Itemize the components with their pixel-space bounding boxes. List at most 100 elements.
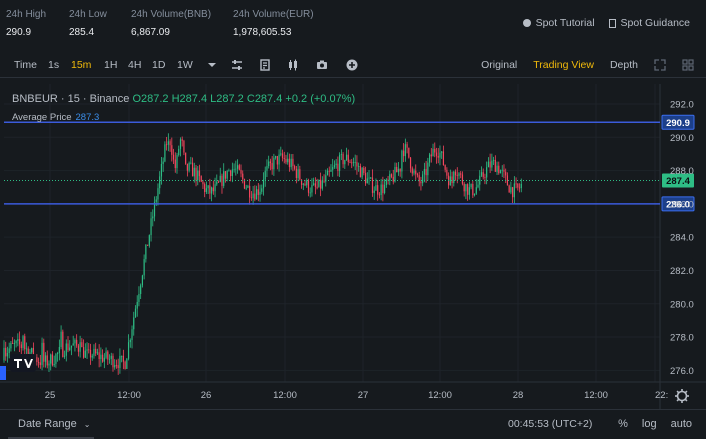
candlestick-chart[interactable]: 290.9 287.4 286.0 292.0 290.0 288.0 286.0 284.… bbox=[0, 84, 706, 409]
candle-body bbox=[36, 357, 38, 363]
price-chart[interactable]: 290.9 287.4 286.0 292.0 290.0 288.0 286.0 284.… bbox=[0, 84, 706, 409]
y-tick-label: 276.0 bbox=[670, 366, 694, 377]
candle-body bbox=[285, 158, 287, 163]
candle-body bbox=[60, 331, 62, 347]
interval-4h[interactable]: 4H bbox=[128, 59, 142, 71]
timezone-clock[interactable]: 00:45:53 (UTC+2) bbox=[508, 418, 593, 430]
settings-sliders-icon[interactable] bbox=[231, 59, 243, 71]
candle-body bbox=[138, 293, 140, 302]
candle-body bbox=[243, 179, 246, 189]
candle-body bbox=[209, 185, 211, 194]
candle-body bbox=[145, 244, 147, 260]
candle-body bbox=[316, 186, 318, 188]
candle-body bbox=[195, 167, 197, 181]
candle-body bbox=[420, 181, 422, 184]
price-tag-label: 287.4 bbox=[666, 176, 690, 187]
candle-body bbox=[496, 165, 498, 172]
candle-body bbox=[230, 170, 232, 177]
candle-body bbox=[124, 361, 126, 369]
spot-guidance-link[interactable]: Spot Guidance bbox=[608, 17, 690, 29]
candle-body bbox=[313, 183, 315, 185]
candle-body bbox=[160, 163, 163, 177]
scale-percent-button[interactable]: % bbox=[618, 418, 628, 430]
candle-body bbox=[394, 166, 396, 182]
candle-body bbox=[423, 168, 425, 175]
candle-body bbox=[39, 362, 41, 365]
candle-body bbox=[425, 168, 427, 176]
candle-body bbox=[271, 163, 273, 170]
candle-body bbox=[105, 351, 107, 358]
candle-body bbox=[108, 358, 111, 360]
chevron-down-icon[interactable] bbox=[206, 59, 218, 71]
gear-icon[interactable] bbox=[675, 389, 689, 403]
candle-body bbox=[166, 144, 168, 146]
candle-body bbox=[311, 184, 313, 193]
interval-1w[interactable]: 1W bbox=[177, 59, 193, 71]
candle-body bbox=[110, 355, 112, 359]
grid-layout-icon[interactable] bbox=[682, 59, 694, 71]
fullscreen-icon[interactable] bbox=[654, 59, 666, 71]
candle-body bbox=[300, 179, 303, 185]
add-circle-icon[interactable] bbox=[346, 59, 358, 71]
candle-body bbox=[409, 157, 412, 169]
tab-original[interactable]: Original bbox=[481, 59, 518, 71]
candle-body bbox=[347, 154, 349, 163]
spot-guidance-label: Spot Guidance bbox=[620, 17, 690, 29]
stat-24h-low: 24h Low 285.4 bbox=[69, 9, 107, 38]
candle-body bbox=[254, 193, 256, 200]
candle-body bbox=[74, 339, 76, 344]
candle-body bbox=[5, 347, 7, 357]
scale-log-button[interactable]: log bbox=[641, 418, 657, 430]
candle-body bbox=[325, 175, 327, 182]
stat-value: 290.9 bbox=[6, 27, 32, 38]
candle-body bbox=[82, 347, 85, 358]
interval-1h[interactable]: 1H bbox=[104, 59, 118, 71]
date-range-dropdown[interactable]: Date Range ⌄ bbox=[18, 418, 90, 430]
play-icon bbox=[522, 19, 531, 27]
candle-body bbox=[155, 199, 157, 202]
x-tick-label: 25 bbox=[45, 390, 56, 401]
candle-body bbox=[89, 349, 92, 358]
ohlc-change: +0.2 (+0.07%) bbox=[285, 93, 356, 105]
candle-body bbox=[465, 184, 467, 192]
candle-body bbox=[468, 187, 470, 195]
candle-body bbox=[129, 340, 131, 343]
spot-tutorial-link[interactable]: Spot Tutorial bbox=[522, 17, 595, 29]
candle-body bbox=[477, 184, 479, 188]
candle-body bbox=[146, 244, 149, 246]
candle-body bbox=[318, 179, 320, 187]
candle-body bbox=[499, 170, 502, 174]
candlestick-icon[interactable] bbox=[287, 59, 299, 71]
candle-body bbox=[486, 167, 488, 178]
time-label[interactable]: Time bbox=[14, 59, 37, 71]
candle-body bbox=[153, 201, 156, 217]
tab-trading-view[interactable]: Trading View bbox=[533, 59, 594, 71]
candle-body bbox=[520, 183, 522, 189]
candle-body bbox=[442, 151, 445, 166]
interval-1s[interactable]: 1s bbox=[48, 59, 60, 71]
y-tick-label: 284.0 bbox=[670, 233, 694, 244]
candle-body bbox=[76, 339, 78, 346]
candle-body bbox=[176, 155, 178, 169]
scroll-handle[interactable] bbox=[0, 366, 6, 380]
interval-1d[interactable]: 1D bbox=[152, 59, 166, 71]
candle-body bbox=[302, 183, 304, 185]
camera-icon[interactable] bbox=[316, 59, 328, 71]
candle-body bbox=[252, 193, 254, 199]
candle-body bbox=[454, 171, 457, 176]
interval-15m[interactable]: 15m bbox=[71, 59, 92, 71]
candle-body bbox=[169, 141, 171, 146]
candle-body bbox=[53, 363, 55, 366]
indicators-icon[interactable] bbox=[259, 59, 271, 71]
candle-body bbox=[375, 185, 377, 191]
candle-body bbox=[18, 339, 21, 345]
scale-auto-button[interactable]: auto bbox=[670, 418, 692, 430]
candle-body bbox=[314, 183, 316, 187]
candle-body bbox=[136, 301, 138, 309]
candle-body bbox=[444, 165, 446, 170]
tab-depth[interactable]: Depth bbox=[609, 59, 638, 71]
candle-body bbox=[428, 154, 431, 163]
candle-body bbox=[467, 184, 469, 195]
candle-body bbox=[255, 189, 258, 200]
candle-body bbox=[202, 181, 204, 185]
